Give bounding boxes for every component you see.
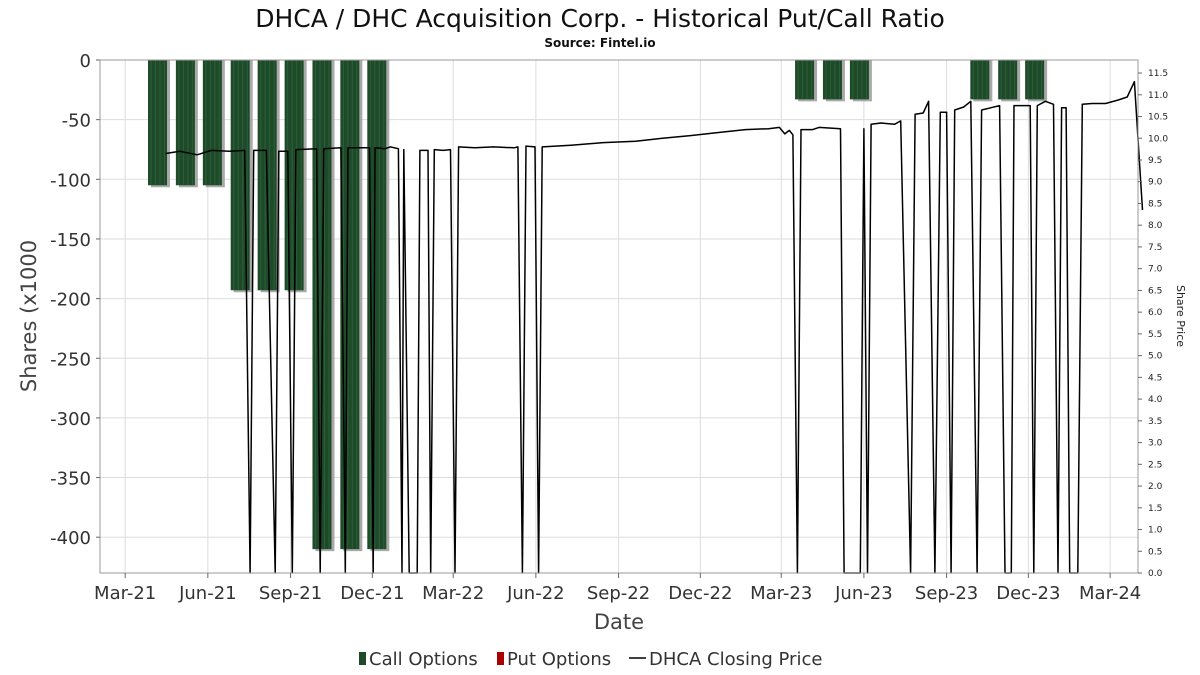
y2-tick-label: 1.0: [1148, 526, 1163, 536]
call-bar: [148, 60, 171, 188]
x-tick-label: Sep-21: [259, 583, 322, 604]
y2-tick-label: 8.0: [1148, 221, 1163, 231]
legend-label-call: Call Options: [369, 649, 478, 670]
call-bar: [998, 60, 1021, 102]
left-axis-ticks: 0 -50 -100 -150 -200 -250 -300 -350 -400: [50, 51, 100, 549]
y-tick-label: -50: [62, 111, 91, 132]
call-bar: [970, 60, 993, 102]
chart-subtitle: Source: Fintel.io: [544, 36, 655, 50]
y2-tick-label: 4.5: [1148, 373, 1162, 383]
y2-tick-label: 3.0: [1148, 439, 1163, 449]
y-tick-label: -100: [50, 170, 91, 191]
call-bar-body: [1025, 60, 1045, 100]
y2-tick-label: 7.5: [1148, 243, 1162, 253]
call-bar-body: [795, 60, 815, 100]
y2-tick-label: 5.0: [1148, 352, 1163, 362]
legend-label-put: Put Options: [507, 649, 611, 670]
y2-tick-label: 5.5: [1148, 330, 1162, 340]
y-tick-label: -350: [50, 469, 91, 490]
y2-tick-label: 7.0: [1148, 265, 1163, 275]
y2-tick-label: 10.5: [1148, 113, 1168, 123]
y2-tick-label: 6.5: [1148, 286, 1162, 296]
call-bar: [202, 60, 225, 188]
x-tick-label: Jun-23: [834, 583, 893, 604]
call-bar-body: [822, 60, 842, 100]
y2-tick-label: 8.5: [1148, 199, 1162, 209]
x-tick-label: Mar-21: [94, 583, 156, 604]
x-tick-label: Mar-23: [750, 583, 812, 604]
y2-tick-label: 3.5: [1148, 417, 1162, 427]
legend-swatch-put: [497, 652, 504, 665]
y-axis-label: Shares (x1000: [17, 240, 41, 392]
x-axis-ticks: Mar-21 Jun-21 Sep-21 Dec-21 Mar-22 Jun-22 Sep-…: [94, 573, 1141, 604]
y2-tick-label: 9.0: [1148, 178, 1163, 188]
y2-tick-label: 1.5: [1148, 504, 1162, 514]
price-line: [165, 80, 1144, 574]
y-tick-label: 0: [80, 51, 91, 72]
x-tick-label: Mar-22: [422, 583, 484, 604]
y2-tick-label: 0.0: [1148, 569, 1163, 579]
call-bar: [795, 60, 818, 102]
y2-tick-label: 0.5: [1148, 547, 1162, 557]
call-bar-body: [340, 60, 360, 550]
legend: Call Options Put Options DHCA Closing Pr…: [359, 649, 822, 670]
x-tick-label: Dec-23: [996, 583, 1060, 604]
y2-tick-label: 9.5: [1148, 156, 1162, 166]
call-bar: [1025, 60, 1048, 102]
y-tick-label: -250: [50, 349, 91, 370]
legend-label-price: DHCA Closing Price: [649, 649, 822, 670]
call-bar: [849, 60, 872, 102]
x-tick-label: Dec-21: [340, 583, 404, 604]
call-bar: [175, 60, 198, 188]
x-axis-label: Date: [594, 610, 644, 634]
y-tick-label: -200: [50, 290, 91, 311]
y2-tick-label: 6.0: [1148, 308, 1163, 318]
y2-tick-label: 4.0: [1148, 395, 1163, 405]
legend-swatch-call: [359, 652, 366, 665]
y2-tick-label: 2.5: [1148, 460, 1162, 470]
x-tick-label: Dec-22: [668, 583, 732, 604]
chart-title: DHCA / DHC Acquisition Corp. - Historica…: [255, 4, 945, 33]
call-bar-body: [202, 60, 222, 186]
call-bar: [312, 60, 335, 552]
right-axis-ticks: 0.0 0.5 1.0 1.5 2.0 2.5 3.0 3.5 4.0 4.5 5.0 5.5 6.0 6…: [1138, 69, 1168, 579]
y-tick-label: -300: [50, 409, 91, 430]
y2-axis-label: Share Price: [1174, 285, 1187, 347]
call-bar-body: [998, 60, 1018, 100]
call-bar: [230, 60, 253, 293]
y2-tick-label: 10.0: [1148, 134, 1168, 144]
x-tick-label: Sep-22: [587, 583, 650, 604]
call-bar: [822, 60, 845, 102]
y2-tick-label: 11.5: [1148, 69, 1168, 79]
y2-tick-label: 2.0: [1148, 482, 1163, 492]
call-bar-body: [230, 60, 250, 291]
x-tick-label: Mar-24: [1079, 583, 1141, 604]
price-line-group: [165, 80, 1144, 574]
call-bar-body: [148, 60, 168, 186]
x-tick-label: Jun-21: [178, 583, 237, 604]
call-bar-body: [849, 60, 869, 100]
y2-tick-label: 11.0: [1148, 91, 1168, 101]
y-tick-label: -400: [50, 528, 91, 549]
y-tick-label: -150: [50, 230, 91, 251]
x-tick-label: Jun-22: [506, 583, 565, 604]
x-tick-label: Sep-23: [915, 583, 978, 604]
call-bar-body: [970, 60, 990, 100]
